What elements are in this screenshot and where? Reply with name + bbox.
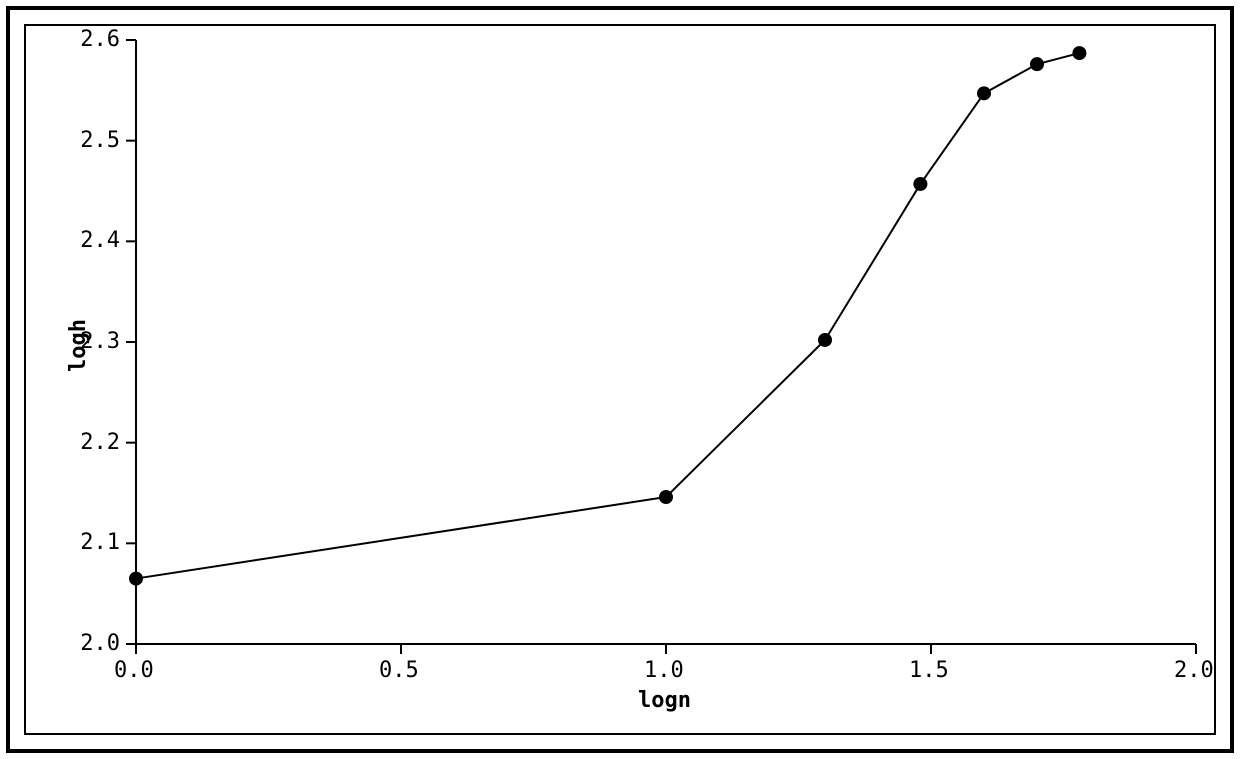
x-tick-label: 0.5 (379, 658, 419, 683)
y-tick-label: 2.2 (80, 430, 120, 455)
y-tick-label: 2.0 (80, 631, 120, 656)
line-chart (0, 0, 1240, 759)
x-tick-label: 0.0 (114, 658, 154, 683)
x-tick-label: 2.0 (1174, 658, 1214, 683)
y-tick-label: 2.6 (80, 27, 120, 52)
x-tick-label: 1.5 (909, 658, 949, 683)
y-tick-label: 2.5 (80, 128, 120, 153)
y-tick-label: 2.4 (80, 228, 120, 253)
y-tick-label: 2.1 (80, 530, 120, 555)
y-axis-label: logh (66, 319, 91, 372)
x-tick-label: 1.0 (644, 658, 684, 683)
x-axis-label: logn (638, 688, 691, 713)
chart-container: 0.00.51.01.52.02.02.12.22.32.42.52.6logn… (0, 0, 1240, 759)
